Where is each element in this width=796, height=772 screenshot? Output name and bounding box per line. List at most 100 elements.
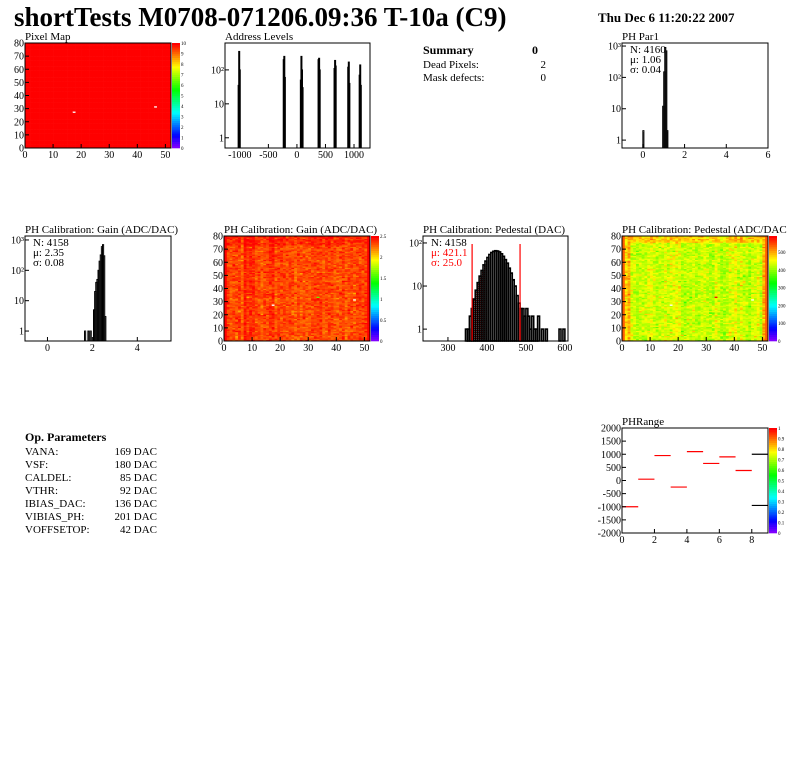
heatmap-cell xyxy=(235,308,239,310)
heatmap-cell xyxy=(95,146,99,149)
heatmap-cell xyxy=(58,103,62,105)
heatmap-cell xyxy=(81,125,85,128)
heatmap-cell xyxy=(41,98,45,100)
heatmap-cell xyxy=(44,102,48,104)
heatmap-cell xyxy=(238,243,242,246)
heatmap-cell xyxy=(33,127,37,129)
heatmap-cell xyxy=(27,64,31,66)
heatmap-cell xyxy=(39,73,43,75)
heatmap-cell xyxy=(95,111,99,113)
heatmap-cell xyxy=(64,83,68,86)
heatmap-cell xyxy=(165,144,169,146)
heatmap-cell xyxy=(39,67,43,70)
heatmap-cell xyxy=(140,58,144,61)
heatmap-cell xyxy=(61,95,65,98)
heatmap-cell xyxy=(142,48,147,50)
heatmap-cell xyxy=(30,133,34,136)
heatmap-cell xyxy=(128,43,132,45)
heatmap-cell xyxy=(106,52,110,54)
heatmap-cell xyxy=(67,129,71,132)
heatmap-cell xyxy=(142,138,147,141)
palette-swatch xyxy=(172,127,180,130)
heatmap-cell xyxy=(117,69,121,71)
heatmap-cell xyxy=(36,104,40,107)
heatmap-cell xyxy=(47,146,51,149)
heatmap-cell xyxy=(100,115,104,117)
heatmap-cell xyxy=(235,236,239,238)
heatmap-cell xyxy=(81,78,85,81)
heatmap-cell xyxy=(126,73,130,75)
heatmap-cell xyxy=(154,104,158,107)
heatmap-cell xyxy=(39,109,43,112)
heatmap-cell xyxy=(232,323,236,326)
heatmap-cell xyxy=(98,129,102,132)
heatmap-cell xyxy=(72,107,76,109)
heatmap-cell xyxy=(103,82,107,84)
heatmap-cell xyxy=(123,65,127,67)
heatmap-cell xyxy=(123,124,127,126)
heatmap-cell xyxy=(229,292,233,295)
heatmap-cell xyxy=(72,44,76,46)
heatmap-cell xyxy=(112,53,116,56)
heatmap-cell xyxy=(41,111,45,113)
heatmap-cell xyxy=(145,119,149,121)
heatmap-cell xyxy=(81,69,85,71)
heatmap-cell xyxy=(27,94,31,96)
heatmap-cell xyxy=(112,71,116,74)
heatmap-cell xyxy=(44,133,48,136)
heatmap-cell xyxy=(145,67,149,70)
heatmap-cell xyxy=(55,115,59,117)
heatmap-cell xyxy=(106,74,110,77)
heatmap-cell xyxy=(238,293,242,296)
heatmap-cell xyxy=(67,43,71,45)
heatmap-cell xyxy=(103,88,107,91)
heatmap-cell xyxy=(109,75,113,78)
heatmap-cell xyxy=(145,132,149,134)
heatmap-cell xyxy=(86,61,90,63)
heatmap-cell xyxy=(123,115,127,117)
heatmap-cell xyxy=(145,115,149,117)
heatmap-cell xyxy=(100,112,104,115)
heatmap-cell xyxy=(44,134,48,137)
heatmap-cell xyxy=(224,302,228,305)
heatmap-cell xyxy=(123,54,127,57)
heatmap-cell xyxy=(39,90,43,92)
heatmap-cell xyxy=(117,56,121,58)
heatmap-cell xyxy=(30,124,34,126)
heatmap-cell xyxy=(123,88,127,91)
heatmap-cell xyxy=(81,106,85,108)
heatmap-cell xyxy=(53,145,57,147)
heatmap-cell xyxy=(75,46,79,49)
heatmap-cell xyxy=(58,136,62,138)
heatmap-cell xyxy=(140,60,144,62)
heatmap-cell xyxy=(98,46,102,49)
heatmap-cell xyxy=(25,108,29,111)
heatmap-cell xyxy=(103,92,107,95)
heatmap-cell xyxy=(229,331,233,334)
heatmap-cell xyxy=(50,117,54,120)
heatmap-cell xyxy=(67,113,71,116)
heatmap-cell xyxy=(33,43,37,45)
heatmap-cell xyxy=(98,95,102,98)
heatmap-cell xyxy=(100,66,104,69)
heatmap-cell xyxy=(27,70,31,73)
heatmap-cell xyxy=(165,57,169,60)
heatmap-cell xyxy=(128,120,132,123)
heatmap-cell xyxy=(95,138,99,141)
heatmap-cell xyxy=(128,73,132,75)
heatmap-cell xyxy=(154,50,158,53)
heatmap-cell xyxy=(61,124,65,126)
heatmap-cell xyxy=(112,46,116,49)
palette-label: 9 xyxy=(181,53,184,58)
heatmap-cell xyxy=(41,83,45,86)
heatmap-cell xyxy=(86,138,90,141)
heatmap-cell xyxy=(229,255,233,258)
heatmap-cell xyxy=(162,127,166,129)
palette-swatch xyxy=(172,70,180,73)
heatmap-cell xyxy=(92,141,96,144)
heatmap-cell xyxy=(106,107,110,109)
heatmap-cell xyxy=(240,283,244,285)
heatmap-cell xyxy=(36,140,40,142)
heatmap-cell xyxy=(226,306,230,309)
heatmap-cell xyxy=(226,335,230,338)
